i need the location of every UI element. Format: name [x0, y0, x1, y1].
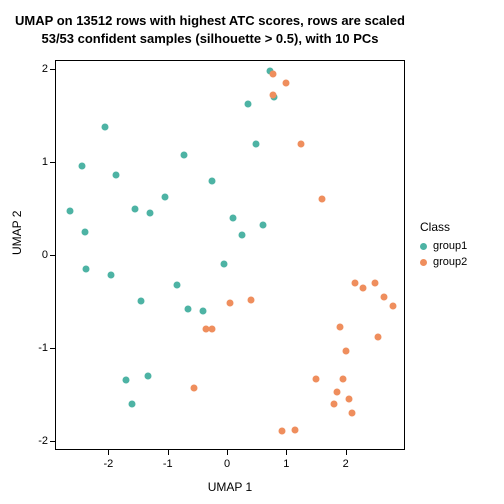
scatter-point-group2	[345, 395, 352, 402]
scatter-point-group2	[209, 326, 216, 333]
legend-label: group1	[433, 240, 467, 252]
title-line1: UMAP on 13512 rows with highest ATC scor…	[15, 13, 405, 28]
legend-label: group2	[433, 256, 467, 268]
x-tick-mark	[108, 450, 109, 455]
scatter-point-group2	[336, 324, 343, 331]
scatter-point-group1	[145, 372, 152, 379]
scatter-point-group1	[108, 272, 115, 279]
scatter-point-group2	[270, 70, 277, 77]
scatter-point-group2	[333, 388, 340, 395]
legend-item: group1	[420, 240, 467, 252]
x-tick-label: -1	[163, 458, 173, 470]
scatter-point-group2	[227, 300, 234, 307]
x-axis-label: UMAP 1	[55, 480, 405, 494]
x-tick-label: 1	[283, 458, 289, 470]
scatter-point-group2	[390, 303, 397, 310]
x-tick-mark	[346, 450, 347, 455]
legend-dot-icon	[420, 259, 427, 266]
plot-area	[55, 60, 405, 450]
y-tick-mark	[50, 69, 55, 70]
y-tick-mark	[50, 162, 55, 163]
scatter-point-group2	[375, 333, 382, 340]
x-tick-label: 2	[343, 458, 349, 470]
scatter-point-group2	[278, 428, 285, 435]
y-axis-label: UMAP 2	[10, 211, 24, 255]
scatter-point-group2	[318, 196, 325, 203]
scatter-point-group2	[348, 409, 355, 416]
scatter-point-group1	[181, 151, 188, 158]
scatter-point-group1	[229, 214, 236, 221]
scatter-point-group1	[238, 231, 245, 238]
legend-title: Class	[420, 220, 467, 234]
x-tick-mark	[227, 450, 228, 455]
scatter-point-group2	[191, 384, 198, 391]
scatter-point-group1	[200, 307, 207, 314]
y-tick-mark	[50, 255, 55, 256]
scatter-point-group2	[313, 375, 320, 382]
legend-item: group2	[420, 256, 467, 268]
scatter-point-group2	[342, 347, 349, 354]
x-tick-label: 0	[224, 458, 230, 470]
scatter-point-group1	[221, 261, 228, 268]
x-tick-label: -2	[103, 458, 113, 470]
scatter-point-group1	[185, 305, 192, 312]
scatter-point-group1	[129, 400, 136, 407]
scatter-point-group1	[102, 123, 109, 130]
scatter-point-group1	[209, 177, 216, 184]
scatter-point-group2	[247, 296, 254, 303]
scatter-point-group2	[351, 279, 358, 286]
scatter-point-group2	[360, 284, 367, 291]
y-tick-label: 0	[42, 249, 48, 261]
y-tick-label: -1	[38, 342, 48, 354]
x-tick-mark	[286, 450, 287, 455]
y-tick-label: 1	[42, 156, 48, 168]
scatter-point-group2	[298, 140, 305, 147]
y-tick-mark	[50, 441, 55, 442]
legend-items: group1 group2	[420, 240, 467, 268]
scatter-point-group1	[138, 298, 145, 305]
scatter-point-group1	[173, 281, 180, 288]
legend-dot-icon	[420, 243, 427, 250]
scatter-point-group1	[161, 194, 168, 201]
scatter-point-group1	[244, 100, 251, 107]
scatter-point-group1	[83, 265, 90, 272]
scatter-point-group2	[372, 279, 379, 286]
scatter-point-group2	[283, 80, 290, 87]
chart-title: UMAP on 13512 rows with highest ATC scor…	[0, 12, 420, 47]
chart-container: UMAP on 13512 rows with highest ATC scor…	[0, 0, 504, 504]
scatter-point-group2	[270, 92, 277, 99]
scatter-point-group1	[252, 140, 259, 147]
scatter-point-group1	[81, 228, 88, 235]
scatter-point-group1	[112, 172, 119, 179]
scatter-point-group1	[132, 205, 139, 212]
x-tick-mark	[168, 450, 169, 455]
scatter-point-group1	[123, 377, 130, 384]
y-tick-label: 2	[42, 63, 48, 75]
scatter-point-group2	[381, 293, 388, 300]
scatter-point-group2	[330, 400, 337, 407]
scatter-point-group1	[66, 208, 73, 215]
scatter-point-group2	[292, 426, 299, 433]
scatter-point-group1	[259, 222, 266, 229]
legend: Class group1 group2	[420, 220, 467, 272]
y-tick-label: -2	[38, 435, 48, 447]
title-line2: 53/53 confident samples (silhouette > 0.…	[41, 31, 378, 46]
scatter-point-group2	[339, 375, 346, 382]
scatter-point-group1	[146, 210, 153, 217]
y-tick-mark	[50, 348, 55, 349]
scatter-point-group1	[78, 162, 85, 169]
